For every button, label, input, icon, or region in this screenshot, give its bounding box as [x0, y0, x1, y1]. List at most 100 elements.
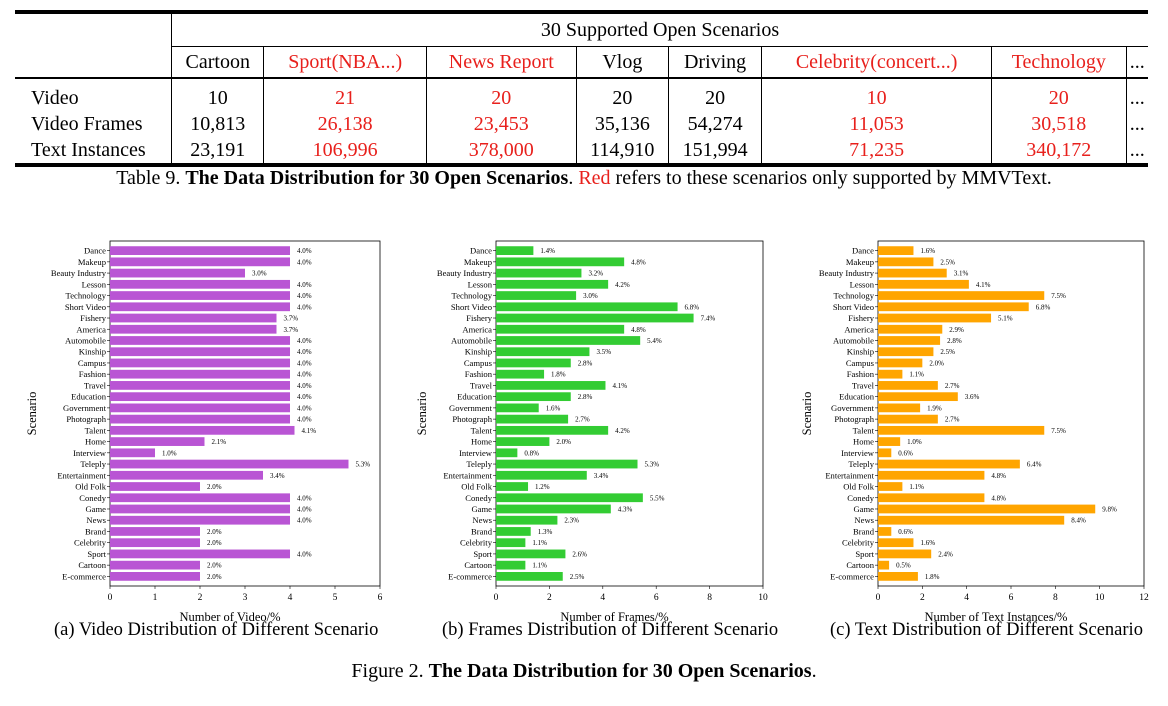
value-label: 4.0%: [297, 404, 312, 412]
value-label: 4.8%: [991, 494, 1006, 502]
table-column-header-row: Cartoon Sport(NBA...) News Report Vlog D…: [15, 46, 1148, 79]
category-label: Lesson: [850, 279, 875, 289]
value-label: 4.1%: [612, 382, 627, 390]
table-cell: 10: [761, 77, 992, 111]
value-label: 4.0%: [297, 258, 312, 266]
x-tick-label: 0: [494, 593, 499, 603]
value-label: 4.0%: [297, 382, 312, 390]
category-label: America: [76, 324, 106, 334]
col-header: Driving: [667, 46, 762, 78]
table-cell: 26,138: [263, 111, 427, 137]
value-label: 2.5%: [570, 573, 585, 581]
bar: [110, 291, 290, 300]
category-label: Fashion: [847, 369, 875, 379]
bar: [878, 369, 903, 379]
bar: [878, 437, 901, 446]
col-header: Celebrity(concert...): [761, 46, 992, 78]
bar: [110, 414, 290, 424]
bar: [496, 414, 569, 424]
value-label: 2.5%: [940, 348, 955, 356]
table-corner-cell-2: [15, 47, 172, 79]
bar: [110, 425, 295, 435]
table-row-video: Video 10 21 20 20 20 10 20 ...: [15, 77, 1148, 111]
category-label: Automobile: [65, 335, 106, 345]
value-label: 0.8%: [524, 449, 539, 457]
category-label: Government: [831, 403, 875, 413]
sub-caption-a: (a) Video Distribution of Different Scen…: [54, 620, 379, 640]
category-label: Interview: [73, 448, 107, 458]
bar: [878, 313, 992, 323]
bar: [878, 538, 914, 548]
category-label: Celebrity: [460, 538, 493, 548]
bar: [110, 437, 205, 446]
category-label: Entertainment: [443, 470, 492, 480]
category-label: Dance: [84, 246, 106, 256]
value-label: 4.0%: [297, 505, 312, 513]
value-label: 2.9%: [949, 326, 964, 334]
bar: [110, 246, 290, 255]
bar: [496, 538, 526, 548]
category-label: Brand: [471, 526, 493, 536]
x-tick-label: 6: [654, 593, 659, 603]
x-tick-label: 4: [600, 593, 605, 603]
value-label: 3.0%: [252, 270, 267, 278]
value-label: 3.7%: [284, 326, 299, 334]
value-label: 6.8%: [685, 303, 700, 311]
x-tick-label: 0: [876, 593, 881, 603]
value-label: 5.3%: [356, 461, 371, 469]
x-tick-label: 10: [758, 593, 768, 603]
bar: [110, 504, 290, 514]
scenario-table: 30 Supported Open Scenarios Cartoon Spor…: [15, 10, 1148, 167]
bar: [496, 257, 625, 267]
category-label: Celebrity: [74, 538, 107, 548]
table-cell: 20: [667, 77, 762, 111]
value-label: 3.5%: [596, 348, 611, 356]
value-label: 2.8%: [578, 359, 593, 367]
category-label: Fishery: [466, 313, 492, 323]
category-label: America: [462, 324, 492, 334]
value-label: 1.6%: [920, 247, 935, 255]
bar: [878, 381, 938, 390]
table-cell: 30,518: [991, 111, 1127, 137]
category-label: Photograph: [452, 414, 492, 424]
value-label: 4.2%: [615, 281, 630, 289]
table-cell: 20: [425, 77, 577, 111]
value-label: 3.4%: [594, 472, 609, 480]
table-cell: 151,994: [667, 137, 762, 167]
x-axis-title: Number of Video/%: [179, 610, 280, 624]
bar: [496, 459, 638, 469]
category-label: Short Video: [833, 302, 874, 312]
x-tick-label: 6: [378, 593, 383, 603]
bar: [496, 448, 518, 458]
value-label: 8.4%: [1071, 517, 1086, 525]
x-tick-label: 2: [920, 593, 925, 603]
category-label: Brand: [85, 526, 107, 536]
bar: [110, 336, 290, 345]
value-label: 2.8%: [578, 393, 593, 401]
category-label: Fishery: [848, 313, 874, 323]
value-label: 4.0%: [297, 494, 312, 502]
bar: [496, 527, 531, 536]
category-label: Technology: [66, 291, 107, 301]
category-label: Sport: [473, 549, 492, 559]
value-label: 4.8%: [631, 258, 646, 266]
value-label: 1.4%: [540, 247, 555, 255]
category-label: Conedy: [465, 493, 492, 503]
category-label: Dance: [852, 246, 874, 256]
value-label: 4.0%: [297, 359, 312, 367]
sub-caption-b: (b) Frames Distribution of Different Sce…: [442, 620, 779, 640]
x-tick-label: 6: [1009, 593, 1014, 603]
bar: [496, 493, 643, 503]
value-label: 1.1%: [909, 483, 924, 491]
bar: [496, 313, 694, 323]
value-label: 5.5%: [650, 494, 665, 502]
frames-distribution-chart: Dance 1.4% Makeup 4.8% Beauty Industry 3.2% Le…: [415, 240, 768, 624]
value-label: 4.0%: [297, 416, 312, 424]
category-label: Teleply: [80, 459, 106, 469]
value-label: 9.8%: [1102, 505, 1117, 513]
category-label: Lesson: [468, 279, 493, 289]
row-label-frames: Video Frames: [31, 113, 143, 135]
bar: [496, 324, 625, 334]
category-label: Interview: [841, 448, 875, 458]
category-label: Interview: [459, 448, 493, 458]
